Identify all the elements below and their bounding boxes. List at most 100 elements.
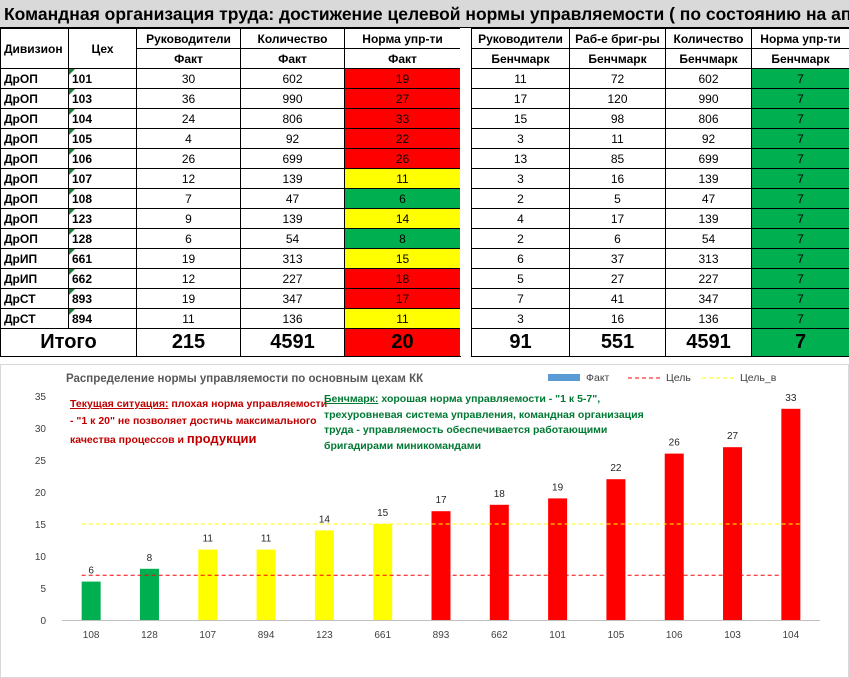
table-row: 7 41 347 7 bbox=[471, 288, 849, 309]
cell-bench-norm: 7 bbox=[751, 148, 849, 169]
bench-total-norm: 7 bbox=[751, 328, 849, 357]
bar-128 bbox=[139, 568, 159, 620]
bar-108 bbox=[81, 581, 101, 620]
benchmark-label: Бенчмарк: bbox=[324, 393, 379, 405]
cell-bench-norm: 7 bbox=[751, 128, 849, 149]
cell-division: ДрОП bbox=[0, 128, 69, 149]
cell-shop: 662 bbox=[68, 268, 137, 289]
bar-value-label: 22 bbox=[610, 463, 622, 474]
subheader-bench-managers: Бенчмарк bbox=[471, 48, 570, 69]
cell-count: 347 bbox=[240, 288, 345, 309]
legend-label: Цель_в bbox=[740, 372, 777, 384]
cell-bench-count: 92 bbox=[665, 128, 752, 149]
y-tick-label: 20 bbox=[35, 488, 47, 499]
bar-value-label: 18 bbox=[494, 489, 506, 500]
cell-managers: 12 bbox=[136, 168, 241, 189]
bar-value-label: 19 bbox=[552, 482, 564, 493]
cell-bench-count: 699 bbox=[665, 148, 752, 169]
cell-norm: 22 bbox=[344, 128, 461, 149]
total-count: 4591 bbox=[240, 328, 345, 357]
cell-shop: 123 bbox=[68, 208, 137, 229]
cell-bench-norm: 7 bbox=[751, 268, 849, 289]
cell-division: ДрОП bbox=[0, 88, 69, 109]
cell-division: ДрОП bbox=[0, 168, 69, 189]
cell-bench-norm: 7 bbox=[751, 228, 849, 249]
bar-104 bbox=[781, 408, 801, 620]
cell-bench-count: 54 bbox=[665, 228, 752, 249]
header-managers: Руководители bbox=[136, 28, 241, 49]
header-division: Дивизион bbox=[0, 28, 69, 69]
chart-legend: Факт Цель Цель_в bbox=[548, 372, 777, 384]
cell-count: 136 bbox=[240, 308, 345, 329]
cell-division: ДрСТ bbox=[0, 308, 69, 329]
cell-norm: 33 bbox=[344, 108, 461, 129]
total-row: Итого 215 4591 20 bbox=[0, 328, 461, 357]
table-row: 4 17 139 7 bbox=[471, 208, 849, 229]
cell-count: 602 bbox=[240, 68, 345, 89]
x-tick-label: 661 bbox=[374, 630, 391, 641]
cell-shop: 108 bbox=[68, 188, 137, 209]
x-tick-label: 101 bbox=[549, 630, 566, 641]
cell-bench-managers: 11 bbox=[471, 68, 570, 89]
x-tick-label: 128 bbox=[141, 630, 158, 641]
cell-division: ДрОП bbox=[0, 188, 69, 209]
cell-count: 92 bbox=[240, 128, 345, 149]
cell-division: ДрОП bbox=[0, 68, 69, 89]
table-row: ДрОП 107 12 139 11 bbox=[0, 168, 461, 189]
table-row: ДрСТ 894 11 136 11 bbox=[0, 308, 461, 329]
cell-norm: 26 bbox=[344, 148, 461, 169]
cell-count: 139 bbox=[240, 208, 345, 229]
y-axis: 0 5 10 15 20 25 30 35 bbox=[35, 392, 47, 627]
cell-managers: 24 bbox=[136, 108, 241, 129]
cell-division: ДрОП bbox=[0, 148, 69, 169]
cell-bench-brigadiers: 37 bbox=[569, 248, 666, 269]
cell-bench-brigadiers: 98 bbox=[569, 108, 666, 129]
cell-bench-count: 139 bbox=[665, 168, 752, 189]
header-bench-count: Количество bbox=[665, 28, 752, 49]
table-row: ДрИП 662 12 227 18 bbox=[0, 268, 461, 289]
y-tick-label: 35 bbox=[35, 392, 47, 403]
cell-shop: 106 bbox=[68, 148, 137, 169]
cell-bench-brigadiers: 72 bbox=[569, 68, 666, 89]
total-managers: 215 bbox=[136, 328, 241, 357]
cell-norm: 6 bbox=[344, 188, 461, 209]
cell-norm: 15 bbox=[344, 248, 461, 269]
table-row: 13 85 699 7 bbox=[471, 148, 849, 169]
current-situation-emph: продукции bbox=[186, 431, 257, 446]
subheader-managers: Факт bbox=[136, 48, 241, 69]
table-row: 17 120 990 7 bbox=[471, 88, 849, 109]
legend-label: Факт bbox=[586, 372, 610, 384]
cell-bench-brigadiers: 120 bbox=[569, 88, 666, 109]
x-tick-label: 104 bbox=[783, 630, 800, 641]
cell-norm: 27 bbox=[344, 88, 461, 109]
subheader-norm: Факт bbox=[344, 48, 461, 69]
cell-bench-count: 47 bbox=[665, 188, 752, 209]
header-norm: Норма упр-ти bbox=[344, 28, 461, 49]
cell-count: 54 bbox=[240, 228, 345, 249]
table-row: 2 6 54 7 bbox=[471, 228, 849, 249]
cell-bench-norm: 7 bbox=[751, 308, 849, 329]
x-tick-label: 894 bbox=[258, 630, 275, 641]
chart-area: Распределение нормы управляемости по осн… bbox=[0, 364, 849, 678]
table-gap bbox=[460, 28, 471, 356]
cell-bench-norm: 7 bbox=[751, 88, 849, 109]
cell-bench-managers: 2 bbox=[471, 188, 570, 209]
cell-managers: 6 bbox=[136, 228, 241, 249]
table-row: ДрОП 103 36 990 27 bbox=[0, 88, 461, 109]
bar-value-label: 8 bbox=[147, 553, 153, 564]
table-row: 5 27 227 7 bbox=[471, 268, 849, 289]
cell-shop: 107 bbox=[68, 168, 137, 189]
subheader-bench-norm: Бенчмарк bbox=[751, 48, 849, 69]
cell-bench-norm: 7 bbox=[751, 288, 849, 309]
x-tick-label: 123 bbox=[316, 630, 333, 641]
cell-norm: 8 bbox=[344, 228, 461, 249]
current-situation-text: плохая норма управляемости - "1 к 20" не… bbox=[70, 398, 328, 446]
cell-bench-brigadiers: 16 bbox=[569, 168, 666, 189]
cell-bench-managers: 3 bbox=[471, 128, 570, 149]
legend-swatch-fact bbox=[548, 374, 580, 381]
cell-bench-brigadiers: 11 bbox=[569, 128, 666, 149]
cell-norm: 11 bbox=[344, 308, 461, 329]
x-tick-label: 105 bbox=[608, 630, 625, 641]
current-situation-label: Текущая ситуация: bbox=[70, 398, 169, 410]
cell-count: 47 bbox=[240, 188, 345, 209]
